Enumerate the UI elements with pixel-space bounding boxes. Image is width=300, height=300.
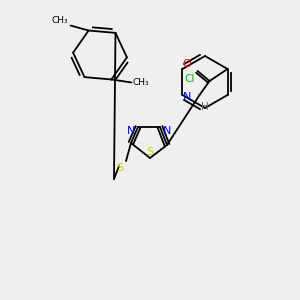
Text: H: H — [200, 102, 208, 112]
Text: N: N — [127, 126, 135, 136]
Text: S: S — [146, 147, 154, 157]
Text: CH₃: CH₃ — [132, 78, 149, 87]
Text: N: N — [163, 126, 171, 136]
Text: S: S — [116, 163, 123, 173]
Text: Cl: Cl — [184, 74, 195, 84]
Text: CH₃: CH₃ — [52, 16, 69, 25]
Text: O: O — [183, 59, 191, 69]
Text: N: N — [183, 92, 191, 102]
